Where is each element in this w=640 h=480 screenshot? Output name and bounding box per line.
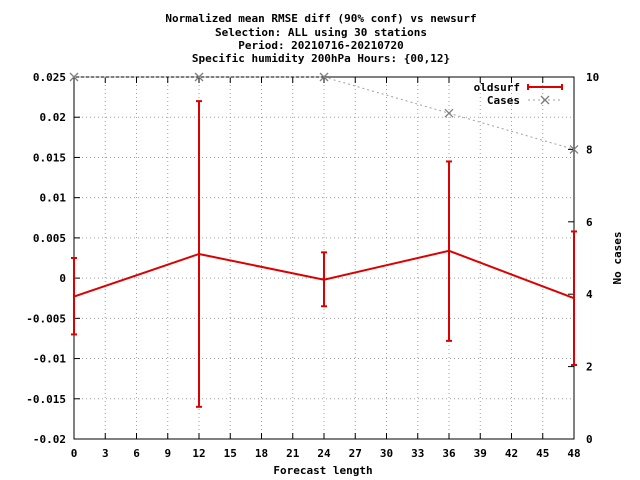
y2-tick-label: 2 <box>586 361 593 374</box>
cases-point <box>569 144 579 154</box>
series-oldsurf <box>71 100 577 408</box>
legend-cases-marker-stroke <box>540 95 550 105</box>
cases-point <box>319 72 329 82</box>
x-tick-label: 36 <box>442 447 456 460</box>
x-tick-label: 48 <box>567 447 580 460</box>
x-tick-label: 33 <box>411 447 424 460</box>
x-tick-label: 12 <box>192 447 205 460</box>
legend-label-oldsurf: oldsurf <box>474 81 520 94</box>
x-tick-label: 15 <box>224 447 237 460</box>
oldsurf-errorbar <box>321 251 327 308</box>
cases-point-stroke <box>194 72 204 82</box>
title-line-3: Period: 20210716-20210720 <box>238 39 404 52</box>
x-tick-label: 45 <box>536 447 549 460</box>
y-axis-right: 0 2 4 6 8 10 <box>568 71 599 446</box>
x-tick-label: 21 <box>286 447 300 460</box>
title-line-4: Specific humidity 200hPa Hours: {00,12} <box>192 52 450 65</box>
y-tick-label: 0.01 <box>40 192 67 205</box>
y-tick-label: -0.015 <box>26 393 66 406</box>
x-tick-label: 42 <box>505 447 518 460</box>
x-tick-label: 0 <box>71 447 78 460</box>
cases-point <box>444 108 454 118</box>
cases-point <box>69 72 79 82</box>
y-tick-label: 0.02 <box>40 111 67 124</box>
legend: oldsurf Cases <box>474 81 563 107</box>
oldsurf-errorbar <box>571 230 577 366</box>
y-axis-right-label: No cases <box>611 232 624 285</box>
y2-tick-label: 8 <box>586 143 593 156</box>
cases-point-stroke <box>319 72 329 82</box>
y-axis-left: -0.02 -0.015 -0.01 -0.005 0 0.005 0.01 0.015 0.0… <box>26 71 80 446</box>
chart-title: Normalized mean RMSE diff (90% conf) vs … <box>165 12 476 65</box>
y2-tick-label: 10 <box>586 71 599 84</box>
legend-sample-cases <box>528 95 562 105</box>
y-tick-label: 0 <box>59 272 66 285</box>
x-tick-label: 3 <box>102 447 109 460</box>
legend-cases-marker <box>540 95 550 105</box>
x-tick-label: 39 <box>474 447 487 460</box>
cases-point-stroke <box>569 144 579 154</box>
x-tick-label: 27 <box>349 447 362 460</box>
cases-point <box>194 72 204 82</box>
legend-label-cases: Cases <box>487 94 520 107</box>
y-tick-label: 0.025 <box>33 71 66 84</box>
x-axis-label: Forecast length <box>273 464 372 477</box>
y-tick-label: 0.015 <box>33 151 66 164</box>
y2-tick-label: 6 <box>586 216 593 229</box>
x-tick-label: 6 <box>133 447 140 460</box>
y-tick-label: 0.005 <box>33 232 66 245</box>
y2-tick-label: 0 <box>586 433 593 446</box>
y-tick-label: -0.02 <box>33 433 66 446</box>
oldsurf-errorbar <box>196 100 202 408</box>
x-tick-label: 30 <box>380 447 393 460</box>
cases-point-stroke <box>444 108 454 118</box>
x-tick-label: 24 <box>317 447 331 460</box>
x-tick-label: 9 <box>164 447 171 460</box>
title-line-1: Normalized mean RMSE diff (90% conf) vs … <box>165 12 476 25</box>
y-tick-label: -0.01 <box>33 353 66 366</box>
y2-tick-label: 4 <box>586 288 593 301</box>
series-cases <box>69 72 579 154</box>
x-tick-label: 18 <box>255 447 268 460</box>
cases-point-stroke <box>69 72 79 82</box>
legend-sample-oldsurf <box>527 84 563 90</box>
title-line-2: Selection: ALL using 30 stations <box>215 26 427 39</box>
oldsurf-errorbar <box>446 160 452 342</box>
x-axis: 0 3 6 9 12 15 18 21 24 27 30 33 36 39 42 45 48 <box>71 77 581 460</box>
oldsurf-errorbar <box>71 257 77 336</box>
y-tick-label: -0.005 <box>26 312 66 325</box>
